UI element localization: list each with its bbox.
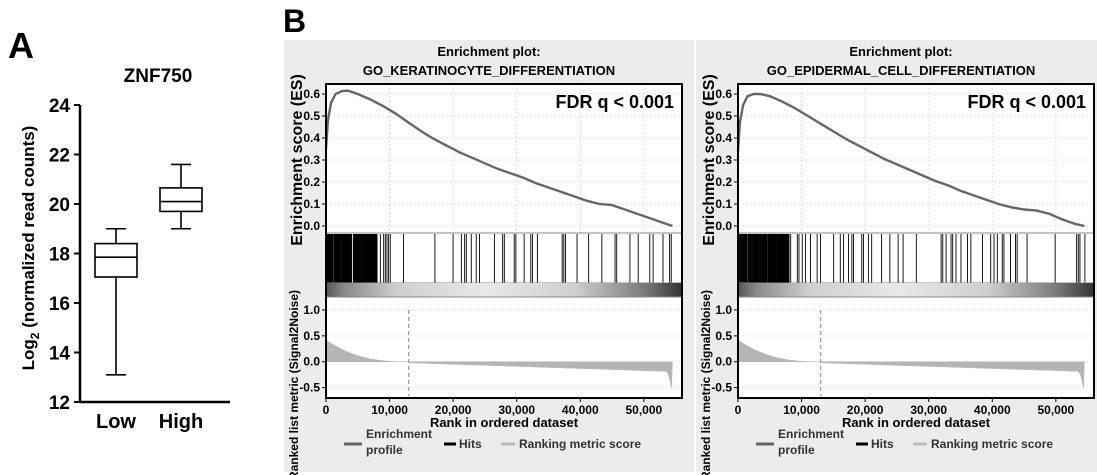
gsea-x-tick-label: 10,000	[371, 403, 408, 417]
gsea-metric-tick-label: -0.5	[299, 381, 320, 395]
legend-ranking-metric-label: Ranking metric score	[519, 437, 641, 451]
panel-label-a: A	[8, 25, 34, 66]
gsea-x-axis-label: Rank in ordered dataset	[842, 415, 991, 430]
gsea-metric-tick-label: 0.5	[303, 329, 320, 343]
gsea-es-curve	[736, 92, 1085, 228]
gsea-x-tick-label: 50,000	[1038, 403, 1075, 417]
boxplot-box	[94, 242, 138, 278]
boxplot-y-axis-label: Log2 (normalized read counts)	[19, 126, 42, 371]
gsea-es-tick-label: 0.4	[715, 131, 732, 145]
gsea-fdr-annotation: FDR q < 0.001	[967, 92, 1086, 112]
gsea-ranking-strip	[326, 283, 682, 297]
gsea-ranking-strip	[738, 283, 1094, 297]
gsea-es-tick-label: 0.4	[303, 131, 320, 145]
panel-label-b: B	[283, 3, 306, 39]
boxplot-category-label: Low	[96, 411, 136, 433]
gsea-es-tick-label: 0.2	[303, 175, 320, 189]
gsea-x-tick-label: 40,000	[562, 403, 599, 417]
gsea-panel-keratinocyte: Enrichment plot: GO_KERATINOCYTE_DIFFEREN…	[284, 40, 694, 475]
gsea-title-line2: GO_KERATINOCYTE_DIFFERENTIATION	[363, 63, 615, 78]
gsea-x-tick-label: 0	[323, 403, 330, 417]
legend-enrichment-profile-label-line1: Enrichment	[778, 427, 844, 441]
gsea-es-tick-label: 0.2	[715, 175, 732, 189]
legend-enrichment-profile-label-line1: Enrichment	[366, 427, 432, 441]
gsea-x-tick-label: 50,000	[626, 403, 663, 417]
gsea-metric-tick-label: 0.5	[715, 329, 732, 343]
legend-enrichment-profile-label-line2: profile	[366, 443, 403, 457]
boxplot-y-tick-label: 20	[49, 195, 70, 216]
gsea-es-tick-label: 0.1	[715, 197, 732, 211]
gsea-x-tick-label: 40,000	[974, 403, 1011, 417]
gsea-fdr-annotation: FDR q < 0.001	[555, 92, 674, 112]
gsea-x-tick-label: 30,000	[498, 403, 535, 417]
boxplot-y-tick-label: 14	[49, 344, 71, 365]
gsea-metric-tick-label: -0.5	[711, 381, 732, 395]
gsea-metric-tick-label: 0.0	[303, 355, 320, 369]
gsea-x-tick-label: 10,000	[783, 403, 820, 417]
gsea-x-tick-label: 20,000	[435, 403, 472, 417]
gsea-es-y-axis-label: Enrichment score (ES)	[289, 74, 306, 246]
gsea-es-tick-label: 0.5	[715, 109, 732, 123]
gsea-es-tick-label: 0.5	[303, 109, 320, 123]
gsea-es-tick-label: 0.0	[303, 219, 320, 233]
boxplot-y-tick-label: 24	[49, 96, 71, 117]
boxplot-y-tick-label: 16	[49, 294, 70, 315]
gsea-x-tick-label: 30,000	[910, 403, 947, 417]
gsea-metric-y-axis-label: Ranked list metric (Signal2Noise)	[699, 290, 713, 475]
boxplot-title: ZNF750	[124, 66, 193, 87]
gsea-metric-tick-label: 1.0	[715, 303, 732, 317]
gsea-title-line1: Enrichment plot:	[849, 44, 952, 59]
gsea-frame	[737, 83, 1095, 399]
gsea-es-tick-label: 0.3	[303, 153, 320, 167]
gsea-ranked-metric-area	[325, 339, 673, 389]
gsea-es-tick-label: 0.6	[715, 87, 732, 101]
gsea-hits-group	[737, 234, 1086, 283]
boxplot-category-label: High	[159, 411, 203, 433]
gsea-es-tick-label: 0.0	[715, 219, 732, 233]
gsea-panel-epidermal: Enrichment plot: GO_EPIDERMAL_CELL_DIFFER…	[696, 40, 1097, 475]
gsea-es-tick-label: 0.6	[303, 87, 320, 101]
gsea-es-y-axis-label: Enrichment score (ES)	[701, 74, 718, 246]
gsea-title-line1: Enrichment plot:	[437, 44, 540, 59]
boxplot-box	[159, 187, 203, 213]
legend-hits-label: Hits	[871, 437, 894, 451]
gsea-metric-tick-label: 1.0	[303, 303, 320, 317]
gsea-metric-tick-label: 0.0	[715, 355, 732, 369]
legend-hits-label: Hits	[459, 437, 482, 451]
gsea-x-tick-label: 0	[735, 403, 742, 417]
gsea-frame	[325, 83, 683, 399]
legend-enrichment-profile-label-line2: profile	[778, 443, 815, 457]
gsea-hits-group	[325, 234, 672, 283]
boxplot-panel: ZNF750 Log2 (normalized read counts) 12 1…	[19, 66, 230, 433]
gsea-es-tick-label: 0.3	[715, 153, 732, 167]
gsea-es-tick-label: 0.1	[303, 197, 320, 211]
boxplot-y-tick-label: 18	[49, 245, 70, 266]
gsea-x-axis-label: Rank in ordered dataset	[430, 415, 579, 430]
gsea-title-line2: GO_EPIDERMAL_CELL_DIFFERENTIATION	[767, 63, 1035, 78]
boxplot-y-tick-label: 12	[49, 393, 70, 414]
gsea-es-curve	[324, 89, 673, 228]
gsea-x-tick-label: 20,000	[847, 403, 884, 417]
gsea-metric-y-axis-label: Ranked list metric (Signal2Noise)	[287, 290, 301, 475]
legend-ranking-metric-label: Ranking metric score	[931, 437, 1053, 451]
gsea-ranked-metric-area	[737, 339, 1085, 389]
boxplot-y-tick-label: 22	[49, 146, 70, 167]
